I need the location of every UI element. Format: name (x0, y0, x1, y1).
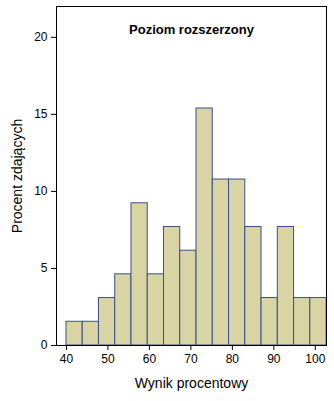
svg-text:0: 0 (41, 338, 48, 352)
svg-text:15: 15 (34, 107, 48, 121)
svg-text:80: 80 (226, 352, 240, 366)
svg-text:Poziom rozszerzony: Poziom rozszerzony (129, 22, 255, 37)
svg-text:100: 100 (305, 352, 325, 366)
svg-text:20: 20 (34, 30, 48, 44)
svg-text:50: 50 (101, 352, 115, 366)
svg-text:Wynik procentowy: Wynik procentowy (135, 375, 248, 391)
svg-text:70: 70 (184, 352, 198, 366)
svg-text:90: 90 (267, 352, 281, 366)
svg-text:5: 5 (41, 261, 48, 275)
svg-text:10: 10 (34, 184, 48, 198)
svg-text:40: 40 (60, 352, 74, 366)
svg-text:Procent zdających: Procent zdających (9, 119, 25, 233)
svg-text:60: 60 (143, 352, 157, 366)
